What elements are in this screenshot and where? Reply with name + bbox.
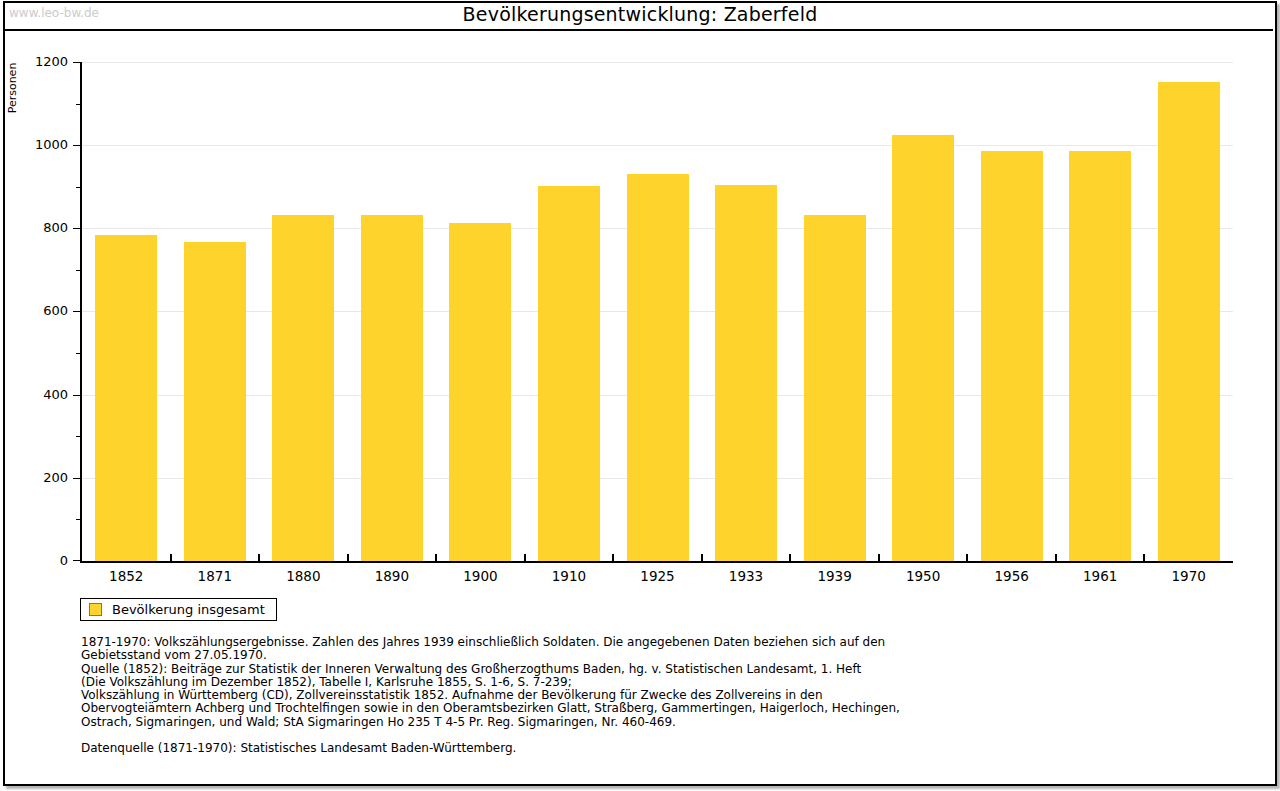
y-axis-tick — [73, 145, 80, 146]
x-axis-tick — [701, 554, 703, 561]
x-tick-label: 1852 — [82, 568, 171, 584]
y-axis-minor-tick — [76, 104, 80, 105]
y-tick-label: 800 — [0, 220, 68, 236]
bar — [981, 151, 1043, 561]
legend-label: Bevölkerung insgesamt — [112, 602, 265, 617]
x-axis-tick — [966, 554, 968, 561]
y-tick-label: 0 — [0, 553, 68, 569]
plot-area: 0200400600800100012001852187118801890190… — [80, 62, 1233, 563]
bar — [361, 215, 423, 561]
x-axis-tick — [435, 554, 437, 561]
x-tick-label: 1871 — [171, 568, 260, 584]
y-axis-minor-tick — [76, 270, 80, 271]
y-axis-tick — [73, 478, 80, 479]
x-tick-label: 1970 — [1144, 568, 1233, 584]
x-tick-label: 1950 — [879, 568, 968, 584]
y-tick-label: 1000 — [0, 137, 68, 153]
gridline — [82, 145, 1233, 146]
x-tick-label: 1956 — [967, 568, 1056, 584]
footnote-line: Gebietsstand vom 27.05.1970. — [81, 649, 1081, 662]
x-axis-tick — [612, 554, 614, 561]
y-axis-minor-tick — [76, 187, 80, 188]
y-axis-label: Personen — [6, 63, 19, 114]
page-title: Bevölkerungsentwicklung: Zaberfeld — [0, 3, 1280, 25]
y-axis-tick — [73, 560, 80, 561]
y-axis-tick — [73, 228, 80, 229]
x-axis-tick — [1143, 554, 1145, 561]
bar — [892, 135, 954, 561]
x-axis-tick — [878, 554, 880, 561]
x-axis-tick — [1055, 554, 1057, 561]
bar — [1069, 151, 1131, 561]
y-tick-label: 600 — [0, 303, 68, 319]
x-tick-label: 1910 — [525, 568, 614, 584]
x-tick-label: 1939 — [790, 568, 879, 584]
x-axis-tick — [789, 554, 791, 561]
footnote-line: Quelle (1852): Beiträge zur Statistik de… — [81, 663, 1081, 676]
y-axis-minor-tick — [76, 353, 80, 354]
x-tick-label: 1880 — [259, 568, 348, 584]
bar — [538, 186, 600, 561]
footnote-line: 1871-1970: Volkszählungsergebnisse. Zahl… — [81, 636, 1081, 649]
legend: Bevölkerung insgesamt — [80, 598, 277, 621]
y-axis-minor-tick — [76, 519, 80, 520]
title-separator — [5, 29, 1273, 31]
x-axis-tick — [258, 554, 260, 561]
bar — [272, 215, 334, 561]
bar — [715, 185, 777, 561]
footnotes: 1871-1970: Volkszählungsergebnisse. Zahl… — [81, 636, 1081, 755]
footnote-line: Volkszählung in Württemberg (CD), Zollve… — [81, 689, 1081, 702]
bar — [95, 235, 157, 561]
footnote-line: Obervogteiämtern Achberg und Trochtelfin… — [81, 702, 1081, 715]
x-tick-label: 1961 — [1056, 568, 1145, 584]
bar — [627, 174, 689, 561]
x-axis-tick — [524, 554, 526, 561]
x-tick-label: 1925 — [613, 568, 702, 584]
y-axis-tick — [73, 62, 80, 63]
x-axis-tick — [347, 554, 349, 561]
x-tick-label: 1890 — [348, 568, 437, 584]
bar — [1158, 82, 1220, 561]
y-axis-tick — [73, 395, 80, 396]
bar — [449, 223, 511, 561]
bar — [804, 215, 866, 561]
y-tick-label: 200 — [0, 470, 68, 486]
footnote-line: (Die Volkszählung im Dezember 1852), Tab… — [81, 676, 1081, 689]
legend-swatch-icon — [89, 603, 102, 616]
y-tick-label: 400 — [0, 387, 68, 403]
footnote-line: Ostrach, Sigmaringen, und Wald; StA Sigm… — [81, 716, 1081, 729]
gridline — [82, 62, 1233, 63]
y-axis-minor-tick — [76, 436, 80, 437]
y-axis-tick — [73, 311, 80, 312]
bar — [184, 242, 246, 561]
datasource-line: Datenquelle (1871-1970): Statistisches L… — [81, 742, 1081, 755]
x-axis-tick — [170, 554, 172, 561]
x-tick-label: 1933 — [702, 568, 791, 584]
x-tick-label: 1900 — [436, 568, 525, 584]
